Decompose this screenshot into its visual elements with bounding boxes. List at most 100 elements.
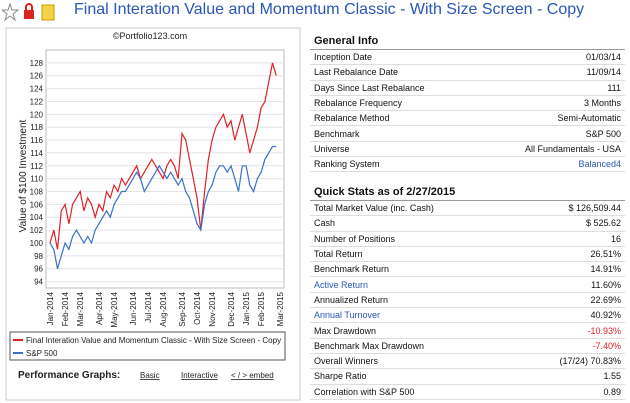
x-tick-label: May-2014 (110, 291, 119, 327)
cell-label: Active Return (310, 276, 515, 293)
cell-label: Benchmark Max Drawdown (310, 338, 515, 354)
cell-label: Rebalance Frequency (310, 95, 478, 112)
y-tick-label: 126 (30, 72, 44, 81)
y-tick-label: 112 (30, 162, 43, 171)
cell-value: $ 126,509.44 (514, 201, 625, 217)
link[interactable]: < / > embed (231, 371, 274, 380)
cell-value: 40.92% (514, 307, 625, 324)
x-tick-label: Apr-2014 (95, 291, 104, 324)
cell-value: (17/24) 70.83% (514, 353, 625, 370)
x-tick-label: Mar-2014 (76, 291, 85, 326)
table-row: Benchmark S&P 500 (310, 125, 625, 142)
x-tick-label: Dec-2014 (227, 291, 236, 326)
y-tick-label: 108 (30, 188, 44, 197)
cell-value: 16 (514, 231, 625, 247)
page-title: Final Interation Value and Momentum Clas… (74, 1, 585, 18)
cell-label: Overall Winners (310, 353, 515, 370)
cell-value: Balanced4 (477, 156, 625, 173)
table-row: Rebalance Method Semi-Automatic (310, 110, 625, 127)
info-table: Inception Date 01/03/14 Last Rebalance Dat… (310, 50, 625, 173)
y-tick-label: 122 (30, 97, 44, 106)
table-row: Inception Date 01/03/14 (310, 50, 625, 66)
cell-value: Semi-Automatic (477, 110, 625, 127)
x-tick-label: Jan-2015 (242, 291, 251, 325)
series-line (49, 145, 277, 269)
series-line (49, 62, 277, 250)
cell-label: Days Since Last Rebalance (310, 80, 478, 96)
cell-value: All Fundamentals - USA (477, 141, 625, 158)
y-tick-label: 100 (30, 239, 44, 248)
general-info: General Info Inception Date 01/03/14 Last … (310, 33, 625, 173)
x-tick-label: Jul-2014 (144, 291, 153, 322)
y-axis-label: Value of $100 Investment (18, 119, 29, 232)
cell-value: 22.69% (514, 292, 625, 309)
cell-value: $ 525.62 (514, 215, 625, 232)
cell-value: 11/09/14 (477, 64, 625, 81)
x-tick-label: Mar-2015 (276, 291, 285, 326)
table-row: Benchmark Max Drawdown -7.40% (310, 338, 625, 354)
x-tick-label: Jan-2014 (46, 291, 55, 325)
x-tick-label: Nov-2014 (208, 291, 217, 326)
cell-value: S&P 500 (477, 125, 625, 142)
table-row: Max Drawdown -10.93% (310, 322, 625, 339)
cell-value: 0.89 (514, 384, 625, 400)
table-row: Number of Positions 16 (310, 231, 625, 247)
cell-label: Sharpe Ratio (310, 368, 515, 385)
cell-label: Max Drawdown (310, 322, 515, 339)
y-tick-label: 104 (30, 213, 44, 222)
cell-label: Total Return (310, 246, 515, 263)
cell-label: Cash (310, 215, 515, 232)
x-tick-label: Aug-2014 (159, 291, 168, 326)
table-row: Sharpe Ratio 1.55 (310, 368, 625, 385)
table-row: Total Market Value (inc. Cash) $ 126,509.… (310, 201, 625, 217)
chart: ©Portfolio123.com Value of $100 Investme… (5, 27, 301, 401)
title-bar: Final Interation Value and Momentum Clas… (0, 0, 630, 24)
cell-label: Universe (310, 141, 478, 158)
y-tick-label: 94 (34, 278, 43, 287)
y-tick-label: 124 (30, 85, 44, 94)
table-row: Overall Winners (17/24) 70.83% (310, 353, 625, 370)
note-icon (41, 4, 55, 21)
table-row: Cash $ 525.62 (310, 215, 625, 232)
table-row: Correlation with S&P 500 0.89 (310, 384, 625, 400)
cell-label: Rebalance Method (310, 110, 478, 127)
y-tick-label: 102 (30, 226, 44, 235)
section-title: General Info (310, 33, 625, 50)
cell-label: Total Market Value (inc. Cash) (310, 201, 515, 217)
table-row: Last Rebalance Date 11/09/14 (310, 64, 625, 81)
quick-stats: Quick Stats as of 2/27/2015 Total Market… (310, 184, 625, 400)
cell-value: 1.55 (514, 368, 625, 385)
x-tick-label: Sep-2014 (178, 291, 187, 326)
x-tick-label: Jun-2014 (129, 291, 138, 325)
cell-value: 26.51% (514, 246, 625, 263)
table-row: Benchmark Return 14.91% (310, 261, 625, 278)
link[interactable]: Basic (140, 371, 160, 380)
y-tick-label: 118 (30, 123, 43, 132)
star-icon[interactable] (2, 2, 20, 22)
cell-label: Benchmark (310, 125, 478, 142)
stats-table: Total Market Value (inc. Cash) $ 126,509.… (310, 201, 625, 400)
cell-value: 111 (477, 80, 625, 96)
legend-label: S&P 500 (26, 349, 58, 358)
table-row: Total Return 26.51% (310, 246, 625, 263)
legend (9, 331, 286, 361)
cell-value: 01/03/14 (477, 50, 625, 66)
cell-label: Annual Turnover (310, 307, 515, 324)
table-row: Active Return 11.60% (310, 276, 625, 293)
table-row: Annual Turnover 40.92% (310, 307, 625, 324)
cell-value: 14.91% (514, 261, 625, 278)
cell-label: Last Rebalance Date (310, 64, 478, 81)
lock-shackle (25, 3, 33, 10)
x-tick-label: Oct-2014 (193, 291, 202, 324)
cell-label: Correlation with S&P 500 (310, 384, 515, 400)
cell-value: 3 Months (477, 95, 625, 112)
y-tick-label: 110 (30, 175, 43, 184)
cell-label: Benchmark Return (310, 261, 515, 278)
credit: ©Portfolio123.com (113, 31, 187, 41)
table-row: Rebalance Frequency 3 Months (310, 95, 625, 112)
link[interactable]: Interactive (181, 371, 218, 380)
section-title: Quick Stats as of 2/27/2015 (310, 184, 625, 201)
table-row: Days Since Last Rebalance 111 (310, 80, 625, 96)
lock-icon (24, 10, 34, 19)
